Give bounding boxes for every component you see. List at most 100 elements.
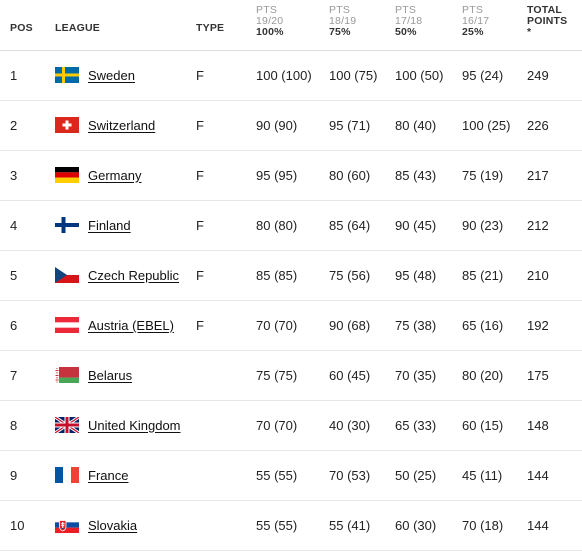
- type-cell: F: [196, 217, 204, 233]
- season-1819-points-cell: 85 (64): [329, 217, 371, 233]
- season-1617-points-cell: 60 (15): [462, 417, 504, 433]
- season-1617-points-cell: 45 (11): [462, 467, 503, 483]
- total-points-cell: 217: [527, 167, 549, 183]
- total-points-cell: 192: [527, 317, 549, 333]
- league-link[interactable]: Finland: [88, 217, 131, 233]
- table-row: 4 Finland F 80 (80) 85 (64) 90 (45) 90 (…: [0, 200, 582, 250]
- season-1920-points-cell: 90 (90): [256, 117, 298, 133]
- united-kingdom-flag-icon: [55, 417, 79, 433]
- season-1718-column-header: PTS 17/18 50%: [395, 4, 423, 38]
- type-cell: [196, 350, 256, 400]
- league-link[interactable]: United Kingdom: [88, 417, 181, 433]
- league-link[interactable]: Slovakia: [88, 517, 138, 533]
- league-cell: Switzerland: [55, 100, 196, 150]
- league-cell: Belarus: [55, 350, 196, 400]
- league-cell: Germany: [55, 150, 196, 200]
- table-row: 2 Switzerland F 90 (90) 95 (71) 80 (40) …: [0, 100, 582, 150]
- season-1819-points-cell: 40 (30): [329, 417, 371, 433]
- type-cell: F: [196, 117, 204, 133]
- season-1617-points-cell: 100 (25): [462, 117, 511, 133]
- switzerland-flag-icon: [55, 117, 79, 133]
- table-header-row: POS LEAGUE TYPE PTS 19/20 100% PTS 18/19…: [0, 0, 582, 50]
- league-cell: Sweden: [55, 50, 196, 100]
- table-row: 8 United Kingdom 70 (70) 40 (30) 65 (33)…: [0, 400, 582, 450]
- czech-republic-flag-icon: [55, 267, 79, 283]
- season-1920-column-header: PTS 19/20 100%: [256, 4, 284, 38]
- pos-column-header: POS: [10, 22, 33, 34]
- type-cell: F: [196, 67, 204, 83]
- pos-cell: 2: [10, 117, 18, 133]
- pos-cell: 6: [10, 317, 18, 333]
- league-link[interactable]: France: [88, 467, 129, 483]
- france-flag-icon: [55, 467, 79, 483]
- table-row: 9 France 55 (55) 70 (53) 50 (25) 45 (11)…: [0, 450, 582, 500]
- league-link[interactable]: Germany: [88, 167, 142, 183]
- table-row: 3 Germany F 95 (95) 80 (60) 85 (43) 75 (…: [0, 150, 582, 200]
- season-1718-points-cell: 90 (45): [395, 217, 437, 233]
- season-1617-points-cell: 70 (18): [462, 517, 504, 533]
- table-row: 5 Czech Republic F 85 (85) 75 (56) 95 (4…: [0, 250, 582, 300]
- germany-flag-icon: [55, 167, 79, 183]
- season-1819-points-cell: 90 (68): [329, 317, 371, 333]
- league-link[interactable]: Sweden: [88, 67, 135, 83]
- pos-cell: 8: [10, 417, 18, 433]
- league-cell: Slovakia: [55, 500, 196, 550]
- season-1617-points-cell: 90 (23): [462, 217, 504, 233]
- type-cell: [196, 450, 256, 500]
- total-points-cell: 144: [527, 517, 549, 533]
- season-1920-points-cell: 55 (55): [256, 517, 298, 533]
- type-cell: F: [196, 267, 204, 283]
- total-points-cell: 212: [527, 217, 549, 233]
- season-1920-points-cell: 55 (55): [256, 467, 298, 483]
- season-1819-points-cell: 60 (45): [329, 367, 371, 383]
- pos-cell: 1: [10, 67, 18, 83]
- total-points-cell: 249: [527, 67, 549, 83]
- total-points-cell: 175: [527, 367, 549, 383]
- league-column-header: LEAGUE: [55, 22, 100, 34]
- season-1718-points-cell: 75 (38): [395, 317, 437, 333]
- season-1718-points-cell: 95 (48): [395, 267, 437, 283]
- season-1718-points-cell: 80 (40): [395, 117, 437, 133]
- pos-cell: 4: [10, 217, 18, 233]
- season-1920-points-cell: 80 (80): [256, 217, 298, 233]
- season-1718-points-cell: 100 (50): [395, 67, 444, 83]
- season-1617-points-cell: 95 (24): [462, 67, 504, 83]
- league-cell: United Kingdom: [55, 400, 196, 450]
- type-column-header: TYPE: [196, 22, 225, 34]
- type-cell: [196, 400, 256, 450]
- league-link[interactable]: Switzerland: [88, 117, 156, 133]
- season-1718-points-cell: 60 (30): [395, 517, 437, 533]
- pos-cell: 7: [10, 367, 18, 383]
- season-1920-points-cell: 70 (70): [256, 417, 298, 433]
- season-1920-points-cell: 100 (100): [256, 67, 312, 83]
- season-1819-points-cell: 95 (71): [329, 117, 371, 133]
- season-1920-points-cell: 85 (85): [256, 267, 298, 283]
- season-1718-points-cell: 70 (35): [395, 367, 437, 383]
- season-1920-points-cell: 95 (95): [256, 167, 298, 183]
- league-cell: Austria (EBEL): [55, 300, 196, 350]
- total-points-column-header: TOTAL POINTS *: [527, 4, 568, 38]
- sweden-flag-icon: [55, 67, 79, 83]
- season-1617-points-cell: 75 (19): [462, 167, 504, 183]
- finland-flag-icon: [55, 217, 79, 233]
- table-row: 10 Slovakia 55 (55) 55 (41) 60 (30) 70 (…: [0, 500, 582, 550]
- league-link[interactable]: Czech Republic: [88, 267, 180, 283]
- table-row: 1 Sweden F 100 (100) 100 (75) 100 (50) 9…: [0, 50, 582, 100]
- table-row: 7 Belarus 75 (75) 60 (45) 70 (35) 80 (20…: [0, 350, 582, 400]
- total-points-cell: 144: [527, 467, 549, 483]
- season-1819-points-cell: 75 (56): [329, 267, 371, 283]
- total-points-cell: 148: [527, 417, 549, 433]
- season-1617-points-cell: 85 (21): [462, 267, 504, 283]
- league-link[interactable]: Belarus: [88, 367, 133, 383]
- season-1819-points-cell: 55 (41): [329, 517, 371, 533]
- league-link[interactable]: Austria (EBEL): [88, 317, 174, 333]
- pos-cell: 9: [10, 467, 18, 483]
- league-cell: France: [55, 450, 196, 500]
- pos-cell: 5: [10, 267, 18, 283]
- league-cell: Finland: [55, 200, 196, 250]
- season-1920-points-cell: 70 (70): [256, 317, 298, 333]
- pos-cell: 10: [10, 517, 25, 533]
- type-cell: [196, 500, 256, 550]
- type-cell: F: [196, 167, 204, 183]
